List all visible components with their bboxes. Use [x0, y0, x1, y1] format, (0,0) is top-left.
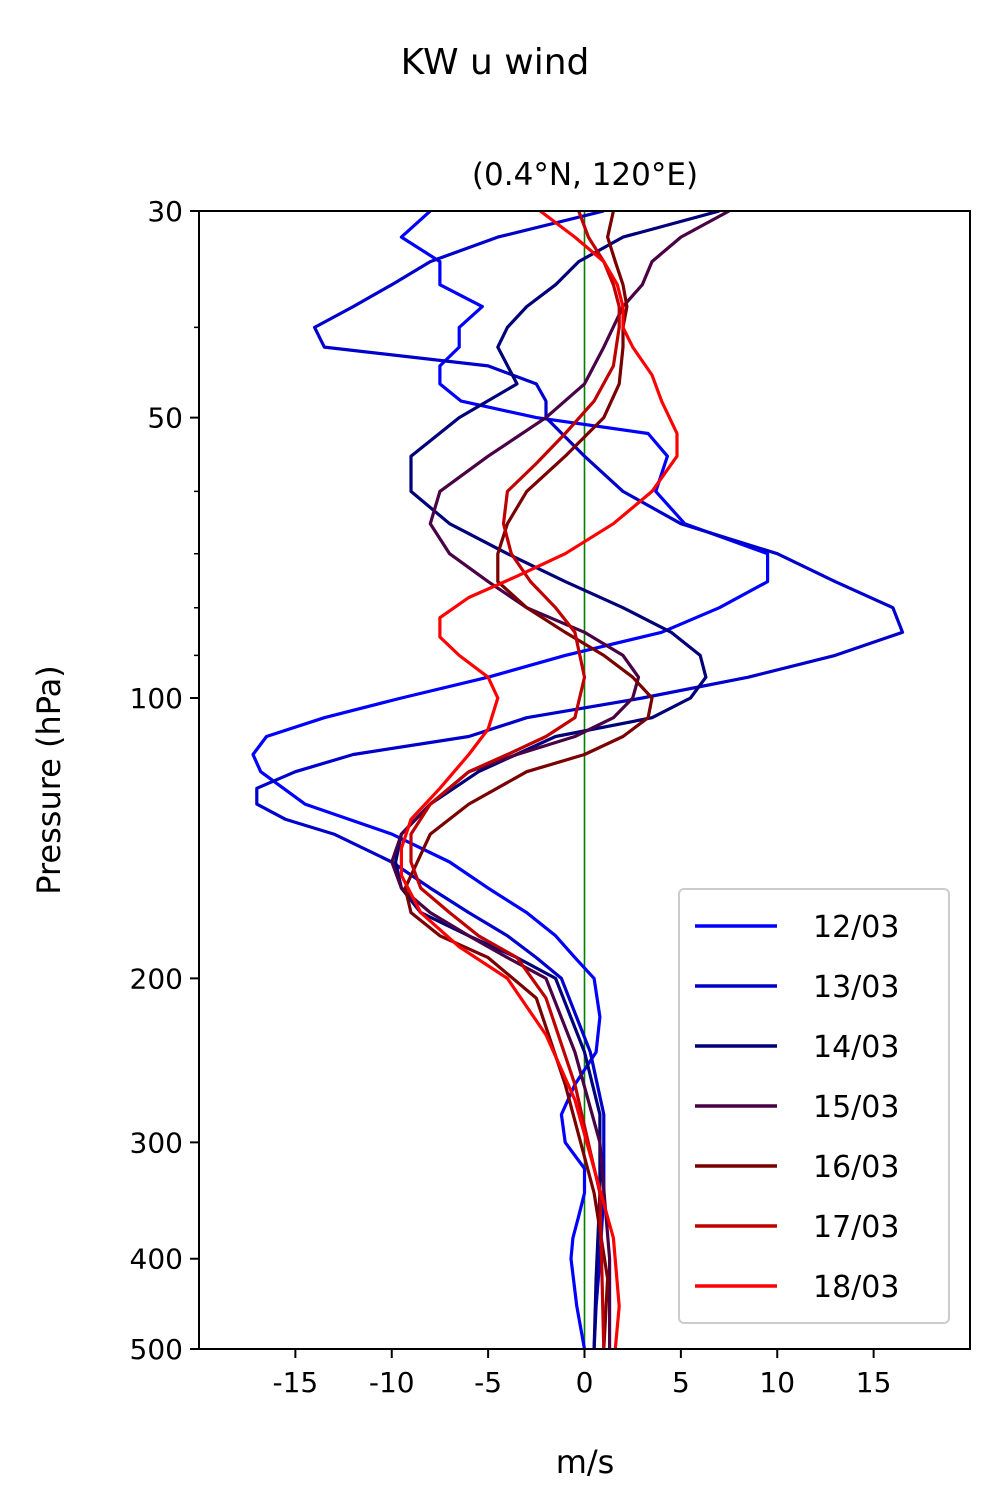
x-tick-label: 15	[856, 1366, 892, 1399]
series-line-5	[409, 211, 621, 1349]
series-line-0	[251, 211, 770, 1349]
legend-label-0: 12/03	[813, 910, 899, 945]
legend-label-5: 17/03	[813, 1210, 899, 1245]
x-tick-label: 10	[759, 1366, 795, 1399]
series-layer	[251, 211, 905, 1349]
legend-label-1: 13/03	[813, 970, 899, 1005]
x-tick-label: -10	[369, 1366, 415, 1399]
y-tick-label: 300	[130, 1126, 183, 1159]
series-line-4	[403, 211, 654, 1349]
series-line-1	[255, 211, 905, 1349]
x-tick-label: 0	[576, 1366, 594, 1399]
y-tick-label: 30	[147, 195, 183, 228]
legend: 12/03 13/03 14/03 15/03 16/03 17/03 18/03	[678, 888, 950, 1324]
y-tick-label: 50	[147, 402, 183, 435]
y-tick-label: 200	[130, 962, 183, 995]
x-tick-label: -5	[474, 1366, 502, 1399]
chart-title: (0.4°N, 120°E)	[472, 157, 698, 193]
y-axis: 30 50 100 200 300 400 500	[130, 195, 199, 1366]
series-line-2	[394, 211, 720, 1349]
y-tick-label: 100	[130, 682, 183, 715]
x-tick-label: -15	[273, 1366, 319, 1399]
x-axis: -15 -10 -5 0 5 10 15	[273, 1349, 892, 1399]
legend-box	[678, 888, 950, 1324]
figure-title: KW u wind	[401, 42, 590, 83]
y-tick-label: 500	[130, 1333, 183, 1366]
series-line-3	[390, 211, 730, 1349]
legend-label-3: 15/03	[813, 1090, 899, 1125]
series-line-6	[399, 211, 679, 1349]
y-tick-label: 400	[130, 1243, 183, 1276]
x-tick-label: 5	[672, 1366, 690, 1399]
legend-label-4: 16/03	[813, 1150, 899, 1185]
y-axis-label: Pressure (hPa)	[30, 665, 68, 895]
legend-label-6: 18/03	[813, 1270, 899, 1305]
legend-label-2: 14/03	[813, 1030, 899, 1065]
x-axis-label: m/s	[556, 1443, 615, 1481]
